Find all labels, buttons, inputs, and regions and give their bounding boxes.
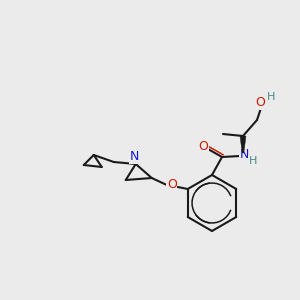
Polygon shape (240, 136, 246, 153)
Text: N: N (239, 148, 249, 161)
Text: O: O (167, 178, 177, 190)
Text: H: H (267, 92, 275, 102)
Text: N: N (130, 151, 140, 164)
Text: O: O (255, 97, 265, 110)
Text: O: O (198, 140, 208, 152)
Text: H: H (249, 156, 257, 166)
